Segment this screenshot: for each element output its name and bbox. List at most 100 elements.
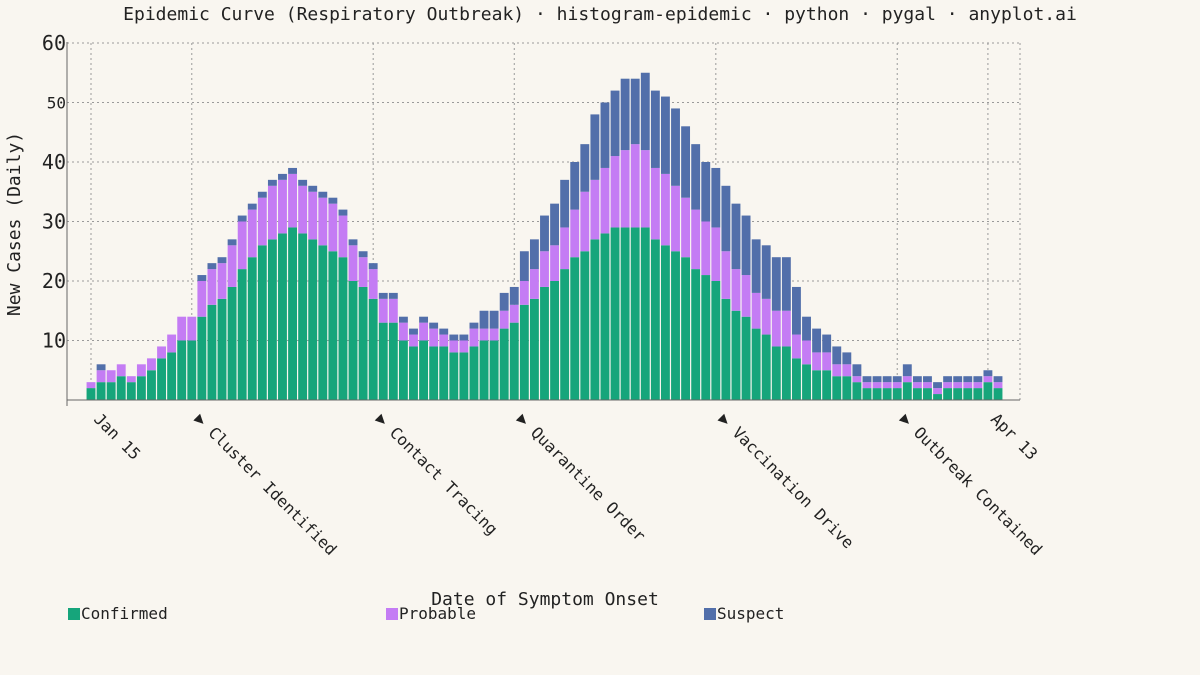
bar-suspect	[802, 316, 811, 341]
bar-probable	[157, 346, 166, 359]
bar-probable	[993, 382, 1003, 389]
bar-probable	[731, 269, 741, 311]
bar-confirmed	[902, 382, 912, 400]
bar-probable	[96, 370, 106, 383]
bar-confirmed	[106, 382, 116, 400]
bar-confirmed	[409, 346, 418, 400]
bar-probable	[590, 179, 600, 240]
bar-suspect	[358, 251, 368, 258]
bar-probable	[378, 298, 388, 323]
bar-suspect	[590, 114, 600, 180]
bar-confirmed	[308, 239, 318, 400]
bar-probable	[560, 227, 570, 270]
bar-suspect	[449, 334, 459, 341]
bar-suspect	[983, 370, 993, 377]
bar-probable	[983, 376, 993, 383]
bar-confirmed	[822, 370, 832, 400]
bar-confirmed	[540, 286, 549, 400]
bar-confirmed	[751, 328, 761, 400]
bar-probable	[620, 150, 630, 228]
bar-confirmed	[943, 388, 953, 400]
y-tick-label: 40	[42, 150, 66, 174]
x-tick-labels: Jan 15 ▶ Cluster Identified ▶ Contact Trac…	[90, 409, 1046, 559]
bar-suspect	[953, 376, 963, 383]
bar-suspect	[419, 316, 429, 323]
bar-suspect	[348, 239, 358, 246]
bar-probable	[489, 328, 499, 341]
bar-confirmed	[439, 346, 449, 400]
bar-confirmed	[741, 316, 751, 400]
bar-suspect	[459, 334, 469, 341]
bar-probable	[701, 221, 711, 276]
bar-confirmed	[187, 340, 197, 400]
bar-suspect	[731, 203, 741, 270]
bar-probable	[771, 310, 781, 347]
bar-probable	[973, 382, 983, 389]
bar-suspect	[630, 78, 640, 145]
bar-confirmed	[892, 388, 902, 400]
bar-suspect	[852, 364, 862, 377]
bar-suspect	[781, 257, 791, 311]
bar-confirmed	[177, 340, 187, 400]
bar-probable	[529, 269, 539, 299]
bar-probable	[600, 167, 610, 234]
bar-confirmed	[862, 388, 872, 400]
legend-swatch	[704, 608, 716, 620]
bar-suspect	[257, 191, 267, 198]
bar-confirmed	[348, 281, 358, 400]
bar-confirmed	[681, 257, 691, 400]
bar-confirmed	[237, 269, 247, 400]
bar-confirmed	[550, 281, 560, 400]
bar-suspect	[469, 322, 479, 329]
bar-probable	[580, 191, 590, 252]
bar-probable	[177, 316, 187, 341]
bar-confirmed	[257, 245, 267, 400]
bar-confirmed	[298, 233, 308, 400]
bar-probable	[106, 370, 116, 383]
legend-item-probable: Probable	[386, 604, 476, 623]
bar-confirmed	[580, 251, 590, 400]
bar-suspect	[771, 257, 781, 311]
bar-suspect	[308, 185, 318, 192]
bar-probable	[681, 197, 691, 258]
bar-confirmed	[459, 352, 469, 400]
bar-suspect	[993, 376, 1003, 383]
bar-probable	[711, 227, 721, 281]
bar-suspect	[519, 251, 529, 281]
bar-confirmed	[590, 239, 600, 400]
bar-probable	[328, 203, 338, 252]
bar-confirmed	[358, 286, 368, 400]
bar-suspect	[278, 173, 287, 180]
bar-confirmed	[288, 227, 297, 400]
bar-probable	[761, 298, 771, 335]
bar-probable	[832, 364, 842, 377]
bar-confirmed	[792, 358, 801, 400]
x-tick-label: Jan 15	[90, 409, 144, 463]
y-tick-labels: 60 40 30 20 10 50	[42, 31, 66, 353]
bar-probable	[630, 144, 640, 228]
bar-suspect	[439, 328, 449, 335]
bar-confirmed	[469, 346, 479, 400]
bar-suspect	[267, 179, 277, 186]
bar-probable	[308, 191, 318, 240]
bar-probable	[116, 364, 126, 377]
bar-confirmed	[147, 370, 156, 400]
bar-suspect	[600, 102, 610, 168]
bar-confirmed	[600, 233, 610, 400]
bar-confirmed	[923, 388, 932, 400]
bar-confirmed	[993, 388, 1003, 400]
bar-suspect	[812, 328, 822, 353]
bar-suspect	[842, 352, 852, 365]
bar-probable	[842, 364, 852, 377]
bar-probable	[439, 334, 449, 347]
bar-suspect	[640, 72, 650, 151]
bar-probable	[872, 382, 882, 389]
bar-probable	[187, 316, 197, 341]
y-tick-label: 60	[42, 31, 66, 55]
bar-probable	[721, 251, 731, 299]
bar-suspect	[660, 96, 670, 174]
bar-confirmed	[126, 382, 136, 400]
bar-confirmed	[197, 316, 207, 400]
bar-suspect	[368, 263, 378, 270]
bar-confirmed	[136, 376, 146, 400]
